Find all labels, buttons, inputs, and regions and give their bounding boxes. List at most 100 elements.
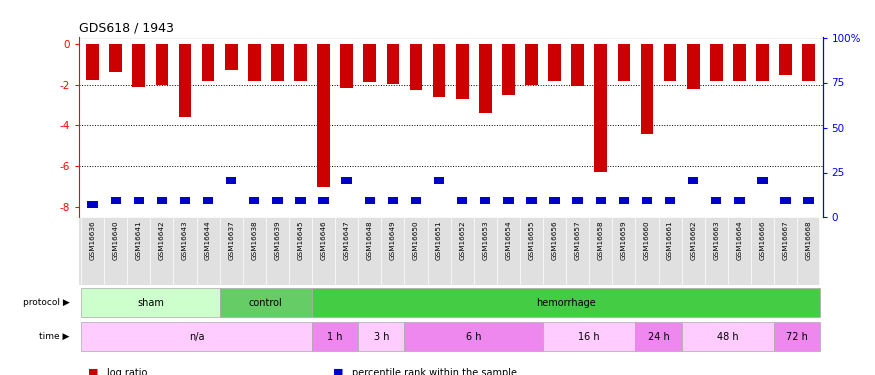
Bar [81,322,312,351]
Bar [387,44,399,84]
Text: 3 h: 3 h [374,332,389,342]
Text: GSM16646: GSM16646 [320,221,326,261]
Text: GSM16657: GSM16657 [575,221,581,261]
Text: GSM16648: GSM16648 [367,221,373,261]
Text: GSM16663: GSM16663 [713,221,719,261]
Text: GSM16667: GSM16667 [782,221,788,261]
Bar [220,288,312,317]
Bar [249,197,260,204]
Text: protocol ▶: protocol ▶ [23,298,70,307]
Bar [410,197,421,204]
Bar [388,197,398,204]
Bar [525,44,538,84]
Text: GSM16641: GSM16641 [136,221,142,261]
Bar [733,44,746,81]
Text: GSM16658: GSM16658 [598,221,604,261]
Bar [156,44,168,84]
Text: GSM16660: GSM16660 [644,221,650,261]
Bar [802,44,815,81]
Bar [594,44,607,172]
Text: GSM16650: GSM16650 [413,221,419,261]
Text: GSM16662: GSM16662 [690,221,696,261]
Bar [618,44,630,81]
Text: ■: ■ [88,368,98,375]
Bar [433,44,445,97]
Text: GSM16639: GSM16639 [275,221,280,261]
Text: ■: ■ [332,368,343,375]
Bar [295,197,305,204]
Bar [358,322,404,351]
Bar [550,197,560,204]
Bar [480,197,491,204]
Bar [410,44,423,90]
Bar [456,44,468,99]
Text: GSM16651: GSM16651 [436,221,442,261]
Text: GSM16659: GSM16659 [621,221,626,261]
Bar [711,197,722,204]
Bar [203,197,214,204]
Bar [756,44,769,81]
Bar [682,322,774,351]
Bar [312,322,358,351]
Bar [479,44,492,113]
Text: GSM16638: GSM16638 [251,221,257,261]
Text: GSM16655: GSM16655 [528,221,535,261]
Bar [549,44,561,81]
Text: GSM16642: GSM16642 [159,221,164,261]
Bar [365,197,375,204]
Bar [81,288,220,317]
Bar [780,44,792,75]
Bar [635,322,682,351]
Bar [774,322,820,351]
Bar [503,197,514,204]
Text: GSM16668: GSM16668 [806,221,812,261]
Text: 24 h: 24 h [648,332,669,342]
Bar [571,44,584,86]
Bar [710,44,723,81]
Bar [341,177,352,184]
Text: hemorrhage: hemorrhage [536,298,596,308]
Bar [434,177,444,184]
Bar [134,197,144,204]
Bar [664,44,676,81]
Text: GSM16637: GSM16637 [228,221,234,261]
Bar [572,197,583,204]
Text: percentile rank within the sample: percentile rank within the sample [352,368,517,375]
Bar [457,197,467,204]
Bar [780,197,791,204]
Bar [87,44,99,81]
Bar [688,177,698,184]
Bar [619,197,629,204]
Bar [340,44,353,88]
Bar [665,197,676,204]
Bar [757,177,767,184]
Text: GSM16636: GSM16636 [89,221,95,261]
Text: GSM16643: GSM16643 [182,221,188,261]
Bar [272,197,283,204]
Text: log ratio: log ratio [107,368,147,375]
Bar [596,197,606,204]
Bar [318,197,329,204]
Bar [178,44,192,117]
Text: 48 h: 48 h [717,332,738,342]
Bar [803,197,814,204]
Bar [543,322,635,351]
Bar [110,197,121,204]
Text: n/a: n/a [189,332,204,342]
Text: 72 h: 72 h [786,332,808,342]
Bar [641,197,652,204]
Text: 6 h: 6 h [466,332,481,342]
Text: GSM16653: GSM16653 [482,221,488,261]
Bar [687,44,699,88]
Bar [132,44,145,87]
Text: GSM16666: GSM16666 [760,221,766,261]
Text: GSM16640: GSM16640 [113,221,119,261]
Text: 1 h: 1 h [327,332,343,342]
Text: GSM16656: GSM16656 [551,221,557,261]
Bar [404,322,543,351]
Bar [109,44,122,72]
Bar [294,44,307,81]
Text: GSM16652: GSM16652 [459,221,466,261]
Bar [88,201,98,208]
Bar [271,44,284,81]
